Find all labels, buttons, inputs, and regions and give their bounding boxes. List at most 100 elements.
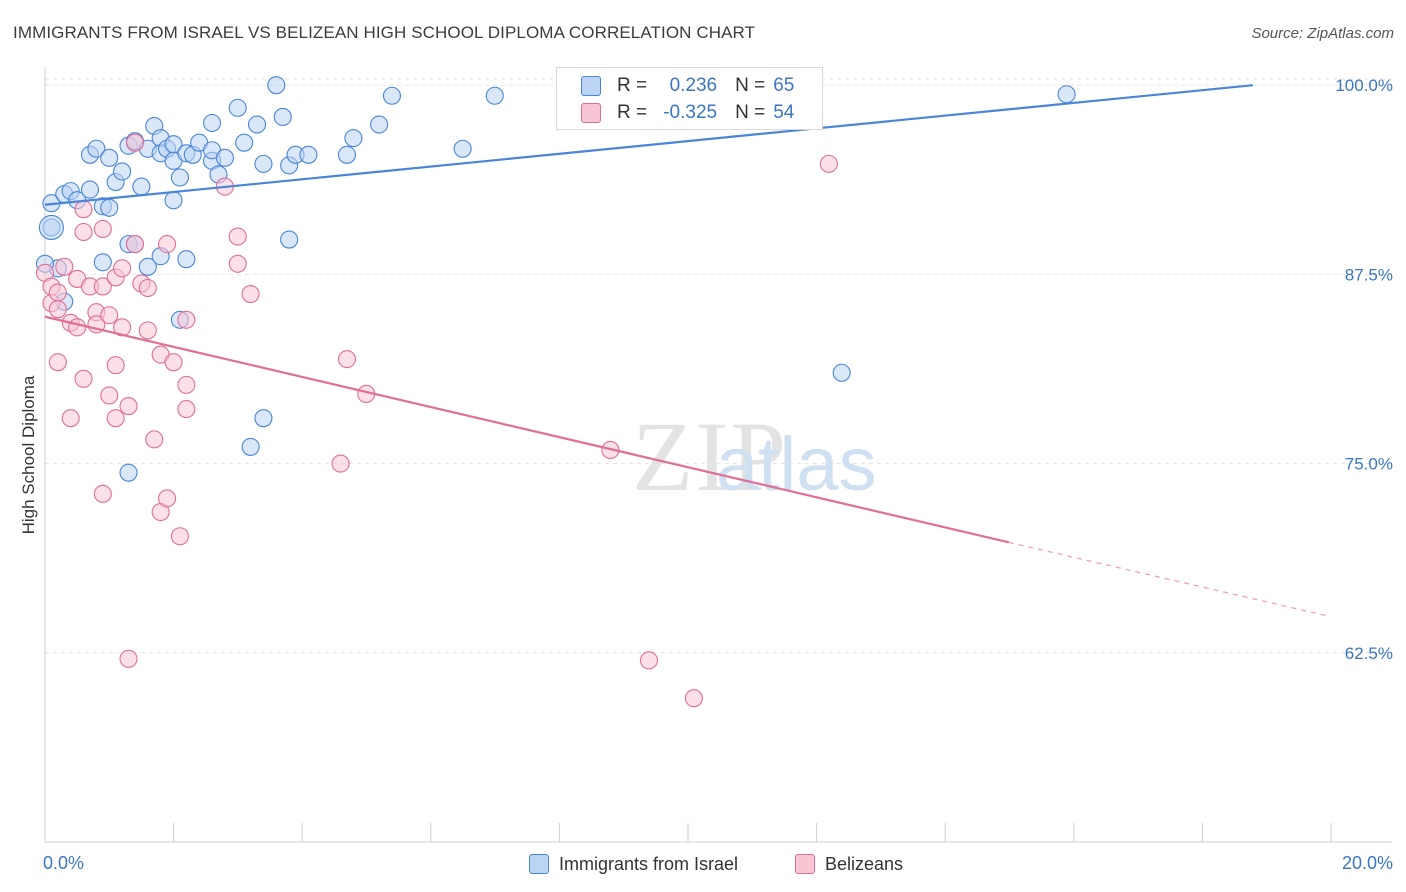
data-point-belize [61, 409, 80, 428]
legend-r-label: R = [617, 75, 648, 96]
data-point-israel [228, 98, 247, 117]
legend-n-value-belize: 54 [773, 102, 795, 123]
data-point-israel [382, 86, 402, 105]
data-point-belize [119, 649, 138, 668]
data-point-belize [819, 154, 838, 173]
bottom-legend-swatch-israel [529, 854, 549, 874]
data-point-israel [832, 363, 851, 382]
data-point-israel [113, 162, 132, 181]
data-point-israel [132, 177, 151, 196]
data-point-belize [93, 484, 112, 503]
data-point-israel [273, 107, 292, 127]
trend-lines [44, 84, 1331, 618]
trend-line-belize [44, 315, 1010, 544]
data-point-belize [158, 489, 177, 508]
data-point-israel [485, 86, 504, 105]
legend-swatch-belize [581, 103, 601, 123]
data-point-belize [639, 651, 659, 670]
data-point-israel [1057, 85, 1076, 104]
legend-n-value-israel: 65 [773, 75, 795, 96]
y-tick-label: 100.0% [1335, 76, 1393, 95]
data-point-israel [254, 409, 273, 428]
data-point-israel [280, 230, 299, 249]
legend-row-belize: R = -0.325 N = 54 [581, 101, 794, 125]
legend-n-label: N = [735, 102, 766, 123]
data-point-belize [158, 235, 177, 254]
x-tick-label: 20.0% [1342, 853, 1393, 873]
data-point-belize [684, 689, 703, 708]
data-point-belize [48, 283, 67, 302]
bottom-legend-swatch-belize [795, 854, 815, 874]
data-point-belize [93, 277, 112, 296]
data-point-belize [119, 397, 138, 416]
data-point-israel [87, 139, 106, 158]
watermark-atlas: atlas [716, 422, 877, 507]
data-point-israel [235, 133, 254, 152]
data-point-israel [247, 115, 267, 134]
data-point-belize [125, 235, 144, 254]
data-point-israel [38, 214, 64, 240]
data-point-israel [337, 145, 357, 164]
data-point-israel [215, 148, 234, 167]
data-point-belize [100, 306, 119, 325]
watermark: ZIP atlas [632, 401, 877, 512]
trend-line-israel [44, 84, 1254, 206]
data-point-israel [267, 76, 286, 95]
data-point-israel [344, 129, 363, 148]
data-point-belize [113, 259, 132, 278]
data-point-belize [48, 300, 67, 319]
data-point-israel [164, 191, 183, 210]
data-point-israel [100, 198, 119, 217]
data-point-belize [74, 222, 93, 242]
bottom-legend-belize: Belizeans [795, 852, 903, 876]
data-point-belize [74, 200, 93, 219]
source-label: Source: ZipAtlas.com [1251, 25, 1394, 42]
data-point-belize [100, 386, 119, 405]
legend-swatch-israel [581, 76, 601, 96]
data-point-belize [55, 257, 74, 276]
data-point-israel [370, 115, 389, 134]
tick-labels: 100.0% 87.5% 75.0% 62.5% 0.0% 20.0% [43, 76, 1393, 873]
data-point-israel [177, 250, 196, 269]
data-point-belize [145, 430, 164, 449]
data-point-israel [93, 253, 112, 272]
data-point-belize [337, 350, 357, 369]
bottom-legend-label-israel: Immigrants from Israel [559, 853, 739, 874]
data-point-belize [331, 454, 350, 473]
data-point-belize [138, 278, 157, 298]
data-points [35, 76, 1076, 708]
data-point-israel [299, 145, 318, 164]
data-point-belize [170, 527, 189, 546]
data-point-israel [80, 180, 100, 199]
data-point-belize [93, 219, 112, 239]
data-point-israel [100, 148, 119, 167]
data-point-belize [241, 285, 260, 304]
data-point-belize [138, 321, 157, 340]
data-point-belize [125, 133, 144, 152]
data-point-israel [170, 168, 189, 187]
data-point-belize [228, 227, 247, 246]
y-tick-label: 75.0% [1345, 455, 1393, 474]
data-point-israel [119, 463, 138, 482]
stats-legend: R = 0.236 N = 65 R = -0.325 N = 54 [556, 67, 823, 130]
legend-n-label: N = [735, 75, 766, 96]
gridlines [45, 78, 1392, 654]
y-tick-label: 62.5% [1345, 644, 1393, 663]
watermark-zip: ZIP [632, 401, 788, 512]
legend-r-value-belize: -0.325 [663, 102, 718, 123]
bottom-legend-israel: Immigrants from Israel [529, 852, 738, 876]
x-tick-label: 0.0% [43, 853, 84, 873]
y-tick-label: 87.5% [1345, 265, 1393, 284]
bottom-legend-label-belize: Belizeans [825, 853, 904, 874]
data-point-belize [177, 310, 196, 329]
data-point-belize [177, 400, 196, 419]
data-point-belize [106, 409, 125, 428]
data-point-belize [74, 369, 93, 388]
data-point-israel [453, 139, 472, 158]
axes [44, 67, 1392, 843]
legend-r-label: R = [617, 102, 648, 123]
data-point-belize [177, 375, 196, 394]
data-point-belize [106, 356, 125, 375]
data-point-israel [138, 257, 157, 276]
legend-r-value-israel: 0.236 [669, 75, 718, 96]
